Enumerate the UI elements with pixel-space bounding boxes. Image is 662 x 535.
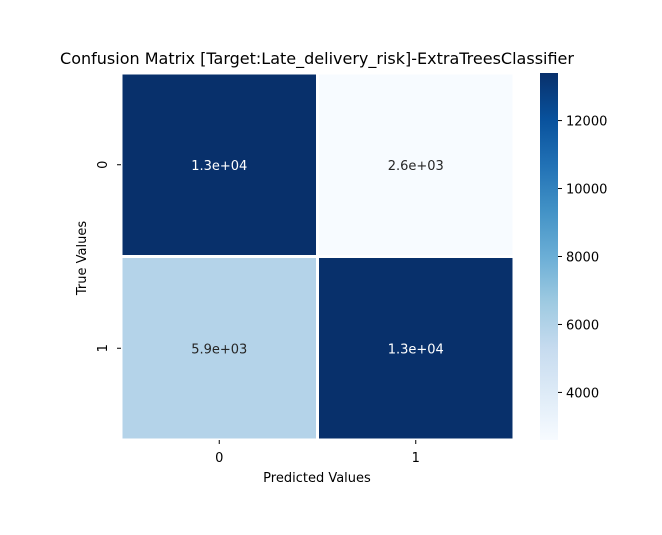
- x-tick-label: 1: [412, 451, 420, 466]
- colorbar-tick-label: 10000: [566, 183, 607, 198]
- y-tick-label: 1: [96, 344, 111, 352]
- cell-value-label: 1.3e+04: [388, 342, 444, 357]
- heatmap-cell: [316, 71, 516, 258]
- cell-value-label: 1.3e+04: [191, 159, 247, 174]
- colorbar-tick-label: 6000: [566, 318, 599, 333]
- y-axis: 01: [96, 161, 121, 352]
- heatmap-cells: [119, 71, 516, 442]
- colorbar-tick-label: 4000: [566, 386, 599, 401]
- colorbar-tick-label: 8000: [566, 251, 599, 266]
- cell-value-label: 5.9e+03: [191, 342, 247, 357]
- x-tick-label: 0: [215, 451, 223, 466]
- chart-title: Confusion Matrix [Target:Late_delivery_r…: [60, 49, 574, 69]
- x-axis-label: Predicted Values: [263, 471, 371, 486]
- colorbar: [540, 73, 558, 440]
- colorbar-axis: 4000 6000 8000 10000 12000: [558, 115, 607, 401]
- heatmap-cell-labels: 1.3e+04 2.6e+03 5.9e+03 1.3e+04: [191, 159, 444, 358]
- heatmap-cell: [119, 255, 319, 442]
- heatmap-cell: [316, 255, 516, 442]
- colorbar-tick-label: 12000: [566, 115, 607, 130]
- y-axis-label: True Values: [75, 221, 90, 296]
- y-tick-label: 0: [96, 161, 111, 169]
- cell-value-label: 2.6e+03: [388, 159, 444, 174]
- heatmap-cell: [119, 71, 319, 258]
